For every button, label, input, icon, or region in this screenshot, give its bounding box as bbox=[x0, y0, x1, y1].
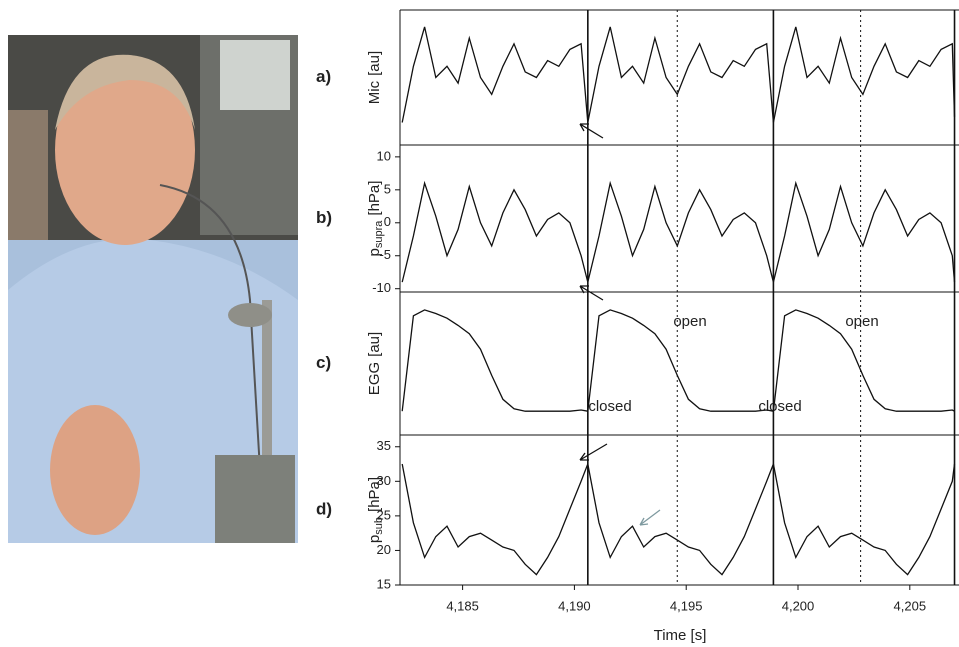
y-label-unit: [hPa] bbox=[366, 477, 383, 512]
y-tick-label: 15 bbox=[377, 576, 391, 591]
y-tick-label: -10 bbox=[372, 280, 391, 295]
photo bbox=[8, 35, 298, 544]
y-tick-label: 5 bbox=[384, 181, 391, 196]
x-tick-label: 4,205 bbox=[894, 598, 927, 613]
y-tick-label: -5 bbox=[379, 247, 391, 262]
panel-label: c) bbox=[316, 353, 331, 372]
y-tick-label: 35 bbox=[377, 438, 391, 453]
y-label-main: p bbox=[366, 248, 383, 256]
panel-label: b) bbox=[316, 208, 332, 227]
y-label-main: Mic bbox=[366, 80, 383, 104]
arrows bbox=[579, 123, 661, 526]
y-label-unit: [au] bbox=[366, 332, 383, 357]
x-tick-label: 4,200 bbox=[782, 598, 815, 613]
signal-line bbox=[401, 309, 955, 412]
x-tick-label: 4,190 bbox=[558, 598, 591, 613]
y-axis-label: psupra [hPa] bbox=[366, 181, 385, 257]
y-axis-label: psub [hPa] bbox=[366, 477, 385, 543]
x-axis-label: Time [s] bbox=[654, 627, 707, 644]
y-label-sub: supra bbox=[373, 220, 385, 248]
annotation: closed bbox=[758, 398, 801, 415]
y-label-main: p bbox=[366, 535, 383, 543]
x-tick-label: 4,195 bbox=[670, 598, 703, 613]
panel-label: a) bbox=[316, 67, 331, 86]
x-tick-label: 4,185 bbox=[446, 598, 479, 613]
signal-line bbox=[401, 180, 956, 283]
annotation: closed bbox=[588, 398, 631, 415]
y-label-sub: sub bbox=[373, 517, 385, 535]
signal-line bbox=[401, 461, 956, 576]
signal-line bbox=[401, 26, 956, 123]
y-label-unit: [au] bbox=[366, 51, 383, 76]
y-tick-label: 10 bbox=[377, 148, 391, 163]
y-label-main: EGG bbox=[366, 362, 383, 395]
y-axis-label: Mic [au] bbox=[366, 51, 383, 104]
y-axis-label: EGG [au] bbox=[366, 332, 383, 395]
panel-label: d) bbox=[316, 499, 332, 518]
y-tick-label: 0 bbox=[384, 214, 391, 229]
y-tick-label: 30 bbox=[377, 473, 391, 488]
y-tick-label: 25 bbox=[377, 507, 391, 522]
annotation: open bbox=[845, 313, 878, 330]
annotation: open bbox=[673, 313, 706, 330]
y-label-unit: [hPa] bbox=[366, 181, 383, 216]
y-tick-label: 20 bbox=[377, 542, 391, 557]
